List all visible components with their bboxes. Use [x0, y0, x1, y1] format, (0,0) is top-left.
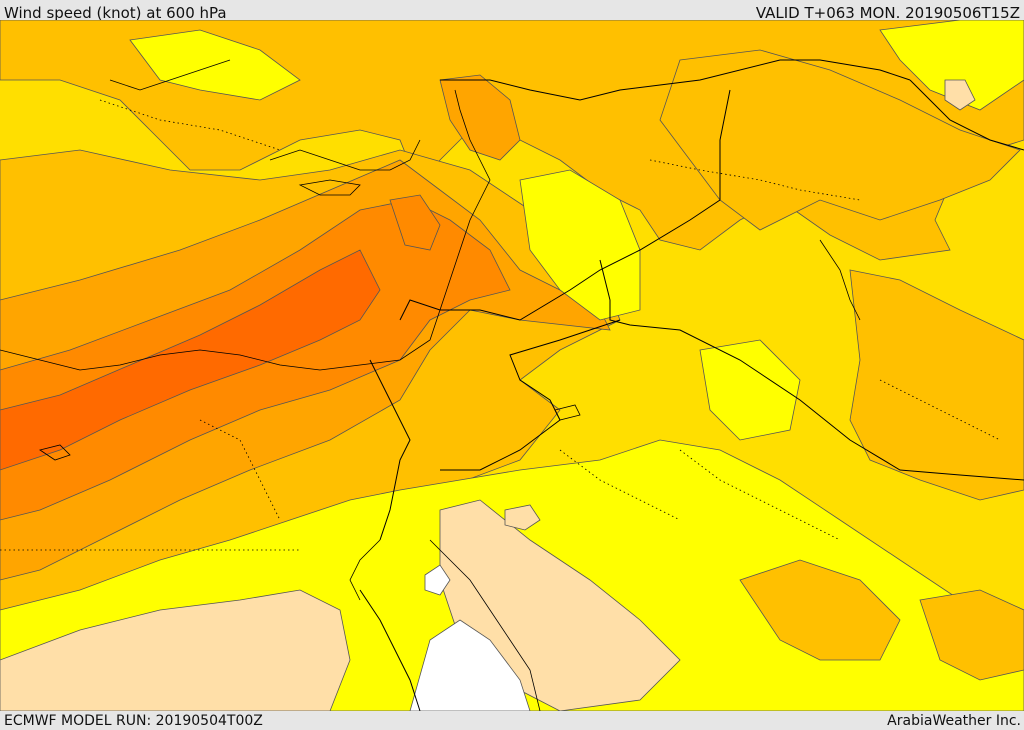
map-header: Wind speed (knot) at 600 hPa VALID T+063…: [0, 0, 1024, 22]
band-yellow-north: [879, 20, 1024, 111]
band-orange-1-southeast: [739, 559, 901, 661]
coastlines: [0, 59, 861, 711]
islands: [39, 179, 581, 461]
valid-time-label: VALID T+063 MON. 20190506T15Z: [755, 4, 1020, 22]
admin-boundaries: [0, 99, 1001, 551]
band-orange-2-levant: [439, 74, 521, 161]
band-orange-4-core: [0, 249, 381, 471]
map-footer: ECMWF MODEL RUN: 20190504T00Z ArabiaWeat…: [0, 711, 1024, 729]
credit-label: ArabiaWeather Inc.: [887, 713, 1021, 729]
calm-region-red-sea: [409, 619, 531, 711]
band-yellow-east: [699, 339, 801, 441]
band-lightest-egypt: [0, 589, 351, 711]
band-orange-1-northeast: [659, 49, 1021, 231]
wind-speed-map[interactable]: [0, 20, 1024, 711]
model-run-label: ECMWF MODEL RUN: 20190504T00Z: [4, 713, 263, 729]
band-lightest-patch-2: [504, 504, 541, 531]
band-yellow-central: [519, 169, 641, 321]
political-borders: [359, 59, 1024, 711]
wind-speed-map-svg: [0, 20, 1024, 711]
band-orange-4-patch: [389, 194, 441, 251]
band-orange-1-southeast-2: [919, 589, 1024, 681]
map-title: Wind speed (knot) at 600 hPa: [4, 4, 227, 22]
band-orange-1-east: [849, 269, 1024, 501]
band-lightest-patch-1: [944, 79, 976, 111]
calm-region-small: [424, 564, 451, 596]
